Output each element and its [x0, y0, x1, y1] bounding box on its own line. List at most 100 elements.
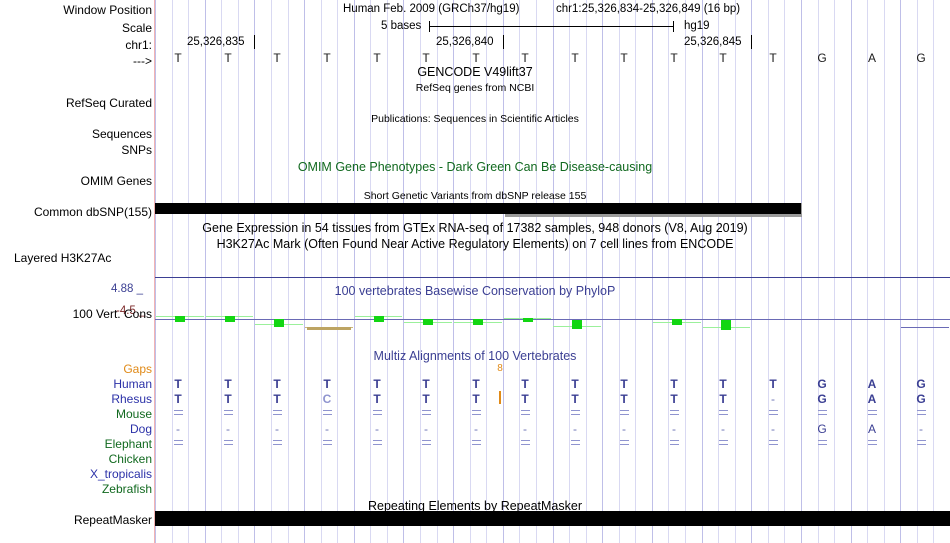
alignment-double-line — [267, 407, 287, 415]
alignment-base-T: T — [670, 392, 678, 406]
scale-bar-line — [429, 26, 674, 27]
conservation-bar[interactable] — [671, 319, 682, 326]
alignment-base-T: T — [472, 377, 480, 391]
alignment-double-line — [713, 407, 733, 415]
alignment-base-T: T — [224, 377, 232, 391]
conservation-chart[interactable] — [155, 277, 950, 349]
alignment-species-label-gaps[interactable]: Gaps — [123, 362, 152, 376]
alignment-double-line — [416, 407, 436, 415]
track-title-multiz: Multiz Alignments of 100 Vertebrates — [373, 349, 577, 363]
ruler-coordinate-tick — [751, 35, 752, 49]
alignment-gap-dash: - — [721, 422, 725, 436]
alignment-base-G: G — [817, 377, 827, 391]
track-title-gtex: Gene Expression in 54 tissues from GTEx … — [202, 221, 748, 235]
track-title-omim: OMIM Gene Phenotypes - Dark Green Can Be… — [297, 160, 653, 174]
dbsnp-feature-bar[interactable] — [155, 203, 801, 214]
conservation-bar[interactable] — [572, 319, 583, 329]
ruler-base-letter: G — [916, 51, 926, 65]
conservation-bar[interactable] — [373, 315, 384, 322]
label-snps[interactable]: SNPs — [121, 143, 152, 157]
alignment-double-line — [515, 437, 535, 445]
alignment-base-T: T — [224, 392, 232, 406]
alignment-species-label-elephant[interactable]: Elephant — [104, 437, 152, 451]
track-title-gencode: GENCODE V49lift37 — [417, 65, 533, 79]
alignment-species-label-chicken[interactable]: Chicken — [108, 452, 152, 466]
alignment-double-line — [466, 407, 486, 415]
alignment-double-line — [466, 437, 486, 445]
conservation-bar[interactable] — [472, 319, 483, 325]
alignment-double-line — [812, 407, 832, 415]
alignment-base-T: T — [719, 392, 727, 406]
conservation-bar[interactable] — [522, 318, 533, 322]
repeatmasker-feature-bar[interactable] — [155, 511, 950, 526]
assembly-title: Human Feb. 2009 (GRCh37/hg19) — [343, 3, 520, 15]
alignment-base-T: T — [571, 377, 579, 391]
alignment-double-line — [911, 407, 931, 415]
alignment-species-label-mouse[interactable]: Mouse — [115, 407, 152, 421]
alignment-gap-dash: - — [523, 422, 527, 436]
alignment-gap-dash: - — [919, 422, 923, 436]
alignment-double-line — [862, 407, 882, 415]
label-sequences[interactable]: Sequences — [91, 127, 152, 141]
alignment-base-T: T — [422, 377, 430, 391]
alignment-base-T: T — [174, 377, 182, 391]
ruler-base-letter: A — [867, 51, 876, 65]
assembly-db-label: hg19 — [684, 20, 710, 32]
alignment-gap-dash: - — [176, 422, 180, 436]
conservation-baseline — [155, 319, 950, 320]
ruler-base-letter: T — [521, 51, 529, 65]
scale-bar-right-cap — [673, 21, 674, 32]
alignment-species-label-human[interactable]: Human — [113, 377, 152, 391]
conservation-bar[interactable] — [306, 327, 352, 331]
alignment-double-line — [812, 437, 832, 445]
label-refseq-curated[interactable]: RefSeq Curated — [65, 96, 152, 110]
label-chromosome: chr1: — [125, 38, 152, 52]
alignment-gap-dash: - — [573, 422, 577, 436]
position-range: chr1:25,326,834-25,326,849 (16 bp) — [556, 3, 741, 15]
conservation-bar[interactable] — [274, 319, 285, 327]
alignment-double-line — [267, 437, 287, 445]
ruler-base-letter: T — [224, 51, 232, 65]
alignment-double-line — [168, 437, 188, 445]
alignment-base-T: T — [521, 392, 529, 406]
alignment-species-label-dog[interactable]: Dog — [129, 422, 152, 436]
conservation-bar[interactable] — [423, 319, 434, 325]
track-title-dbsnp: Short Genetic Variants from dbSNP releas… — [363, 190, 587, 202]
alignment-base-T: T — [571, 392, 579, 406]
alignment-base-G: G — [817, 422, 827, 436]
alignment-gap-dash: - — [226, 422, 230, 436]
conservation-bar[interactable] — [721, 319, 732, 331]
ruler-base-letter: T — [373, 51, 381, 65]
label-repeatmasker[interactable]: RepeatMasker — [73, 513, 152, 527]
alignment-double-line — [862, 437, 882, 445]
alignment-double-line — [416, 437, 436, 445]
left-boundary-line — [154, 0, 155, 543]
ruler-base-letter: T — [769, 51, 777, 65]
track-title-refseq-ncbi: RefSeq genes from NCBI — [415, 82, 535, 94]
alignment-base-A: A — [867, 392, 877, 406]
conservation-bar[interactable] — [174, 315, 185, 322]
conservation-whisker — [901, 327, 949, 329]
conservation-bar[interactable] — [224, 315, 235, 322]
alignment-species-label-x_tropicalis[interactable]: X_tropicalis — [89, 467, 152, 481]
label-strand-arrow: ---> — [133, 54, 152, 68]
alignment-gap-dash: - — [474, 422, 478, 436]
label-layered-h3k27ac[interactable]: Layered H3K27Ac — [14, 251, 112, 265]
ruler-base-letter: T — [670, 51, 678, 65]
alignment-base-T: T — [719, 377, 727, 391]
ruler-base-letter: T — [323, 51, 331, 65]
label-100-vert-cons[interactable]: 100 Vert. Cons — [72, 307, 152, 321]
alignment-base-T: T — [670, 377, 678, 391]
label-omim-genes[interactable]: OMIM Genes — [80, 174, 152, 188]
alignment-double-line — [515, 407, 535, 415]
alignment-gap-dash: - — [622, 422, 626, 436]
alignment-base-T: T — [521, 377, 529, 391]
gaps-count-label: 8 — [497, 363, 503, 374]
alignment-double-line — [713, 437, 733, 445]
label-common-dbsnp[interactable]: Common dbSNP(155) — [33, 205, 152, 219]
alignment-species-label-rhesus[interactable]: Rhesus — [111, 392, 152, 406]
track-title-repeatmasker: Repeating Elements by RepeatMasker — [367, 499, 582, 513]
alignment-double-line — [664, 437, 684, 445]
alignment-species-label-zebrafish[interactable]: Zebrafish — [101, 482, 152, 496]
